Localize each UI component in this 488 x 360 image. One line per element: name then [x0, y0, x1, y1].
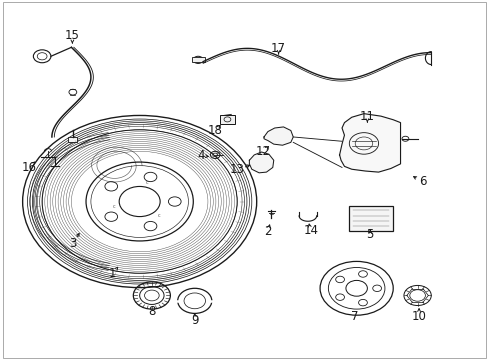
Text: 8: 8: [148, 305, 155, 318]
Text: c: c: [145, 180, 147, 185]
Text: 6: 6: [418, 175, 426, 188]
Text: 12: 12: [255, 145, 270, 158]
Text: 10: 10: [411, 310, 426, 324]
Text: 17: 17: [270, 41, 285, 54]
Text: 1: 1: [109, 267, 116, 280]
Text: 15: 15: [65, 29, 80, 42]
Text: 2: 2: [263, 225, 271, 238]
Text: 9: 9: [191, 314, 198, 327]
Text: 13: 13: [229, 163, 244, 176]
Text: 3: 3: [69, 237, 77, 250]
Text: 16: 16: [21, 161, 37, 174]
Text: c: c: [157, 213, 160, 218]
FancyBboxPatch shape: [191, 57, 204, 62]
Text: 7: 7: [350, 310, 358, 323]
Text: 18: 18: [207, 124, 222, 137]
FancyBboxPatch shape: [219, 115, 235, 124]
Text: 4: 4: [198, 149, 205, 162]
FancyBboxPatch shape: [68, 136, 77, 141]
FancyBboxPatch shape: [348, 206, 393, 231]
Text: c: c: [112, 204, 115, 209]
Text: 5: 5: [366, 228, 373, 241]
Text: 14: 14: [303, 224, 318, 238]
Polygon shape: [249, 152, 273, 173]
Polygon shape: [264, 127, 293, 145]
Polygon shape: [339, 114, 400, 172]
Text: 11: 11: [359, 111, 374, 123]
